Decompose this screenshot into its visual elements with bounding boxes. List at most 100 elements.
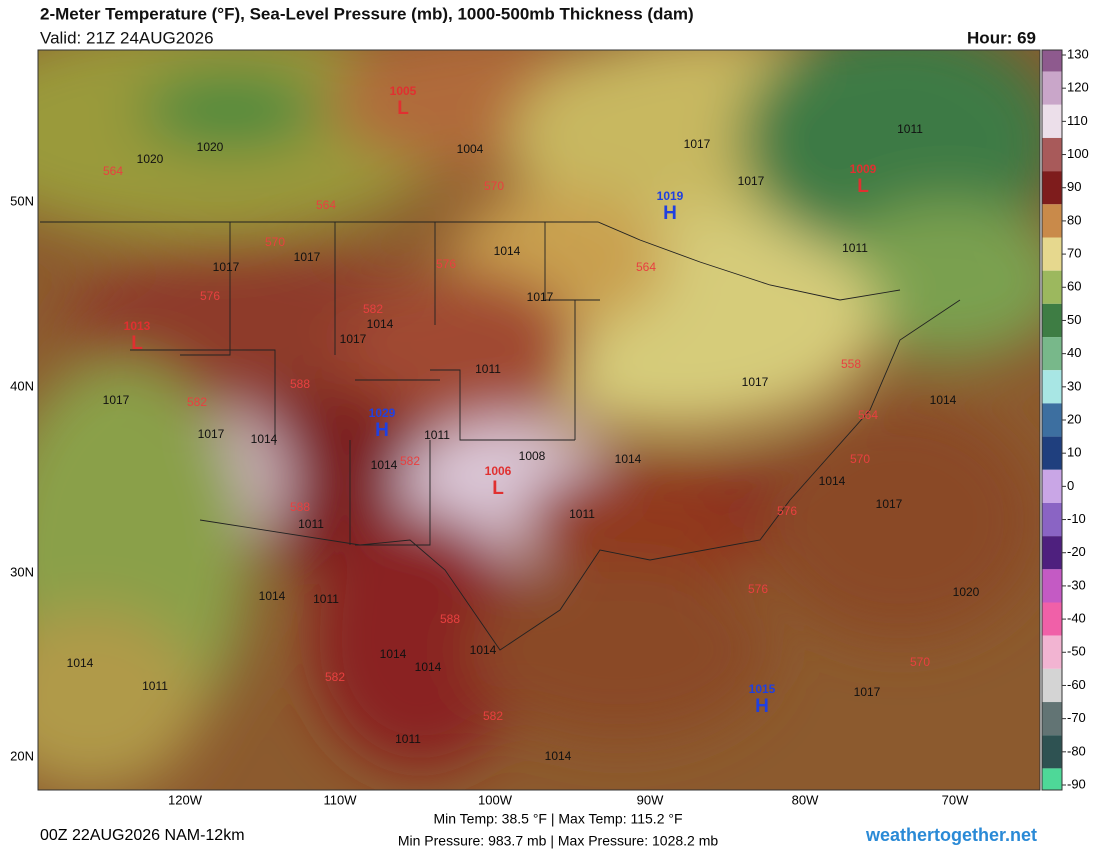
title: 2-Meter Temperature (°F), Sea-Level Pres… (40, 4, 694, 23)
isobar-label: 1011 (313, 592, 339, 606)
colorbar-swatch (1042, 204, 1062, 238)
colorbar-tick-label: 0 (1067, 478, 1074, 493)
center-letter: L (397, 98, 409, 119)
colorbar-swatch (1042, 502, 1062, 537)
thickness-label: 588 (290, 500, 310, 514)
lat-label: 20N (10, 748, 34, 763)
colorbar-tick-label: 10 (1067, 445, 1081, 460)
isobar-label: 1011 (897, 122, 923, 136)
colorbar-tick-label: 120 (1067, 80, 1089, 95)
isobar-label: 1014 (251, 432, 278, 446)
colorbar-tick-label: 100 (1067, 146, 1089, 161)
colorbar-swatch (1042, 668, 1062, 703)
center-letter: H (375, 420, 389, 441)
isobar-label: 1014 (371, 458, 398, 472)
colorbar-tick-label: -40 (1067, 611, 1086, 626)
thickness-label: 564 (858, 408, 878, 422)
colorbar-tick-label: -30 (1067, 577, 1086, 592)
colorbar-swatch (1042, 237, 1062, 271)
isobar-label: 1017 (340, 332, 367, 346)
forecast-hour: Hour: 69 (967, 28, 1036, 47)
valid-time: Valid: 21Z 24AUG2026 (40, 28, 214, 47)
colorbar-swatch (1042, 137, 1062, 172)
colorbar-tick-label: -10 (1067, 511, 1086, 526)
lon-label: 100W (478, 792, 513, 807)
isobar-label: 1020 (137, 152, 164, 166)
thickness-label: 570 (484, 179, 504, 193)
colorbar-tick-label: -70 (1067, 710, 1086, 725)
center-value: 1019 (657, 189, 684, 203)
isobar-label: 1017 (527, 290, 554, 304)
thickness-label: 576 (777, 504, 797, 518)
lat-label: 50N (10, 193, 34, 208)
thickness-label: 588 (290, 377, 310, 391)
colorbar-tick-label: 90 (1067, 179, 1081, 194)
thickness-label: 588 (440, 612, 460, 626)
isobar-label: 1011 (842, 241, 868, 255)
isobar-label: 1011 (298, 517, 324, 531)
isobar-label: 1011 (395, 732, 421, 746)
thickness-label: 558 (841, 357, 861, 371)
lat-label: 40N (10, 378, 34, 393)
center-value: 1009 (850, 162, 877, 176)
isobar-label: 1017 (738, 174, 765, 188)
map-frame (37, 49, 1041, 791)
colorbar-swatch (1042, 469, 1062, 503)
colorbar-swatch (1042, 403, 1062, 437)
thickness-label: 576 (200, 289, 220, 303)
center-value: 1006 (485, 464, 512, 478)
isobar-label: 1014 (470, 643, 497, 657)
isobar-label: 1017 (198, 427, 225, 441)
isobar-label: 1014 (415, 660, 442, 674)
isobar-label: 1014 (67, 656, 94, 670)
colorbar-swatch (1042, 702, 1062, 736)
colorbar-tick-label: -50 (1067, 644, 1086, 659)
colorbar-tick-label: 70 (1067, 246, 1081, 261)
colorbar-swatch (1042, 50, 1062, 72)
isobar-label: 1020 (953, 585, 980, 599)
colorbar-tick-label: 130 (1067, 46, 1089, 61)
colorbar-tick-label: 80 (1067, 212, 1081, 227)
isobar-label: 1014 (367, 317, 394, 331)
lon-label: 80W (792, 792, 819, 807)
colorbar-tick-label: 60 (1067, 279, 1081, 294)
thickness-label: 564 (636, 260, 656, 274)
thickness-label: 576 (436, 257, 456, 271)
colorbar-swatch (1042, 735, 1062, 769)
center-value: 1013 (124, 319, 151, 333)
colorbar-swatch (1042, 635, 1062, 669)
colorbar-tick-label: -60 (1067, 677, 1086, 692)
isobar-label: 1014 (494, 244, 521, 258)
thickness-label: 564 (103, 164, 123, 178)
colorbar-tick-label: -20 (1067, 544, 1086, 559)
isobar-label: 1014 (545, 749, 572, 763)
thickness-label: 570 (850, 452, 870, 466)
isobar-label: 1017 (684, 137, 711, 151)
pressure-stats: Min Pressure: 983.7 mb | Max Pressure: 1… (398, 833, 719, 849)
thickness-label: 576 (748, 582, 768, 596)
thickness-label: 582 (363, 302, 383, 316)
lat-label: 30N (10, 564, 34, 579)
colorbar-tick-label: 20 (1067, 411, 1081, 426)
isobar-label: 1014 (259, 589, 286, 603)
colorbar-swatch (1042, 171, 1062, 205)
colorbar-swatch (1042, 104, 1062, 138)
site-credit: weathertogether.net (865, 825, 1037, 845)
center-letter: H (755, 696, 769, 717)
thickness-label: 582 (187, 395, 207, 409)
thickness-label: 570 (910, 655, 930, 669)
isobar-label: 1017 (103, 393, 130, 407)
lon-label: 120W (168, 792, 203, 807)
center-value: 1029 (369, 406, 396, 420)
isobar-label: 1014 (615, 452, 642, 466)
isobar-label: 1011 (142, 679, 168, 693)
isobar-label: 1011 (424, 428, 450, 442)
lon-label: 90W (637, 792, 664, 807)
lon-label: 70W (942, 792, 969, 807)
colorbar-tick-label: 110 (1067, 113, 1088, 128)
isobar-label: 1017 (854, 685, 881, 699)
lon-label: 110W (324, 792, 358, 807)
thickness-label: 582 (483, 709, 503, 723)
isobar-label: 1011 (569, 507, 595, 521)
